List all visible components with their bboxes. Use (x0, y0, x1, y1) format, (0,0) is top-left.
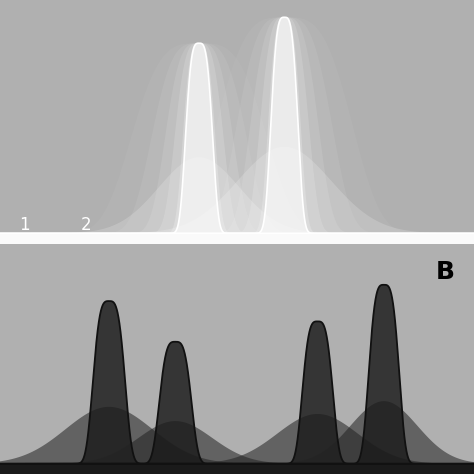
Text: 1: 1 (19, 216, 29, 234)
Text: B: B (436, 260, 455, 284)
Text: 2: 2 (81, 216, 91, 234)
